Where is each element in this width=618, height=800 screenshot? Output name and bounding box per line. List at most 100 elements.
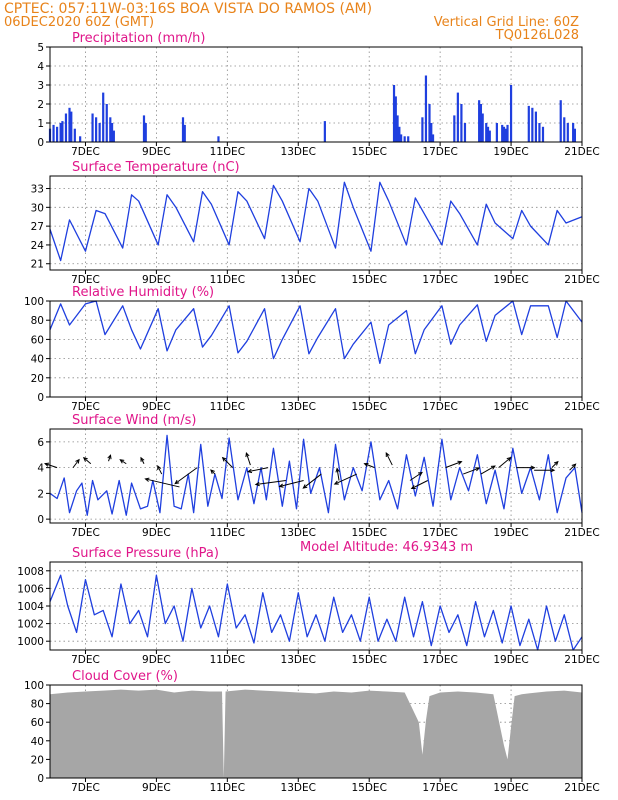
- wind-arrow: [210, 469, 216, 475]
- wind-arrow-shaft: [385, 452, 393, 466]
- y-tick-label: 1008: [17, 566, 44, 578]
- pressure-line: [49, 574, 583, 651]
- wind-arrow-shaft: [411, 480, 428, 489]
- precip-bar: [398, 126, 401, 142]
- wind-arrow-shaft: [245, 452, 251, 466]
- wind-arrow: [551, 460, 559, 468]
- precip-bar: [478, 100, 481, 142]
- wind-arrow-shaft: [336, 468, 340, 481]
- wind-arrow-head: [75, 458, 80, 464]
- x-tick-label: 15DEC: [351, 146, 386, 158]
- x-tick-label: 13DEC: [281, 782, 316, 794]
- wind-arrow-shaft: [83, 457, 92, 465]
- x-tick-label: 21DEC: [564, 274, 599, 286]
- humidity-line: [49, 300, 583, 365]
- x-tick-label: 19DEC: [493, 274, 528, 286]
- wind-arrow: [335, 467, 340, 481]
- y-tick-label: 4: [37, 61, 44, 73]
- y-tick-label: 1004: [17, 601, 44, 613]
- precip-bar: [485, 123, 488, 142]
- wind-title: Surface Wind (m/s): [72, 413, 196, 428]
- wind-arrow-head: [385, 452, 390, 458]
- x-tick-label: 17DEC: [422, 146, 457, 158]
- precip-bar: [572, 123, 575, 142]
- wind-arrow: [534, 468, 556, 473]
- precip-bar: [486, 126, 490, 142]
- precip-bar: [456, 92, 459, 142]
- x-tick-label: 9DEC: [142, 274, 171, 286]
- precip-bar: [495, 123, 498, 142]
- precip-bar: [323, 121, 326, 142]
- precip-bar: [52, 124, 55, 142]
- precip-bar: [400, 134, 403, 142]
- wind-arrow-head: [174, 479, 180, 485]
- precip-bar: [109, 117, 112, 142]
- wind-arrow-head: [530, 465, 536, 470]
- x-tick-label: 17DEC: [422, 401, 457, 413]
- wind-arrow: [221, 456, 234, 468]
- wind-arrow-shaft: [174, 467, 198, 485]
- precip-bar: [479, 104, 483, 142]
- precip-bar: [463, 123, 467, 142]
- wind-arrow: [157, 465, 163, 475]
- precip-bar: [98, 123, 101, 142]
- x-tick-label: 19DEC: [493, 527, 528, 539]
- y-tick-label: 40: [31, 354, 44, 366]
- precip-bar: [453, 115, 456, 142]
- y-tick-label: 24: [31, 240, 45, 252]
- wind-arrow-head: [490, 465, 496, 470]
- header-station: CPTEC: 057:11W-03:16S BOA VISTA DO RAMOS…: [4, 1, 372, 17]
- wind-arrow-shaft: [72, 459, 80, 468]
- humidity-frame: [49, 300, 583, 398]
- wind-arrow-head: [333, 480, 339, 485]
- x-tick-label: 21DEC: [564, 654, 599, 666]
- precip-bar: [105, 104, 108, 142]
- wind-arrow-shaft: [222, 457, 234, 468]
- wind-arrow: [254, 480, 286, 487]
- wind-arrow-shaft: [445, 461, 462, 469]
- x-tick-label: 7DEC: [71, 527, 100, 539]
- x-tick-label: 19DEC: [493, 401, 528, 413]
- wind-arrow-head: [475, 467, 481, 472]
- temperature-frame: [49, 175, 583, 271]
- x-tick-label: 17DEC: [422, 274, 457, 286]
- x-tick-label: 15DEC: [351, 654, 386, 666]
- wind-arrow-shaft: [409, 472, 423, 481]
- precipitation-panel: Precipitation (mm/h)7DEC 9DEC 11DEC 13DEC 15…: [37, 31, 599, 158]
- x-tick-label: 13DEC: [281, 527, 316, 539]
- cloud-panel: Cloud Cover (%) 7DEC 9DEC 11DEC 13DEC 15DEC 17…: [24, 669, 600, 794]
- wind-arrow-shaft: [44, 463, 58, 469]
- wind-arrow-head: [107, 454, 112, 460]
- x-tick-label: 15DEC: [351, 527, 386, 539]
- precip-bar: [541, 126, 545, 142]
- precip-bar: [428, 104, 431, 142]
- x-tick-label: 11DEC: [210, 654, 245, 666]
- wind-arrow-head: [44, 462, 50, 467]
- wind-arrow: [82, 457, 92, 465]
- cloud-area: [50, 689, 582, 778]
- wind-arrow-head: [335, 467, 340, 473]
- x-tick-label: 15DEC: [351, 401, 386, 413]
- wind-arrow-shaft: [463, 467, 480, 475]
- wind-arrow-head: [278, 483, 284, 488]
- precip-bar: [509, 85, 513, 142]
- precip-bar: [59, 123, 62, 142]
- wind-arrow-head: [82, 457, 88, 462]
- precipitation-title: Precipitation (mm/h): [72, 31, 205, 46]
- wind-arrow-shaft: [119, 459, 127, 465]
- x-tick-label: 11DEC: [210, 401, 245, 413]
- y-tick-label: 0: [37, 392, 44, 404]
- wind-arrow: [363, 462, 375, 469]
- precip-bar: [504, 128, 507, 142]
- precip-bar: [110, 123, 114, 142]
- precip-bar: [538, 123, 541, 142]
- precip-bar: [573, 128, 577, 142]
- wind-arrow: [385, 452, 393, 466]
- wind-arrow: [302, 473, 322, 489]
- x-tick-label: 13DEC: [281, 274, 316, 286]
- precip-bar: [142, 115, 146, 142]
- y-tick-label: 4: [37, 463, 44, 475]
- panels: Precipitation (mm/h) 7DEC 9DEC 11DEC 13DEC 15…: [17, 31, 599, 794]
- wind-arrow: [480, 465, 496, 475]
